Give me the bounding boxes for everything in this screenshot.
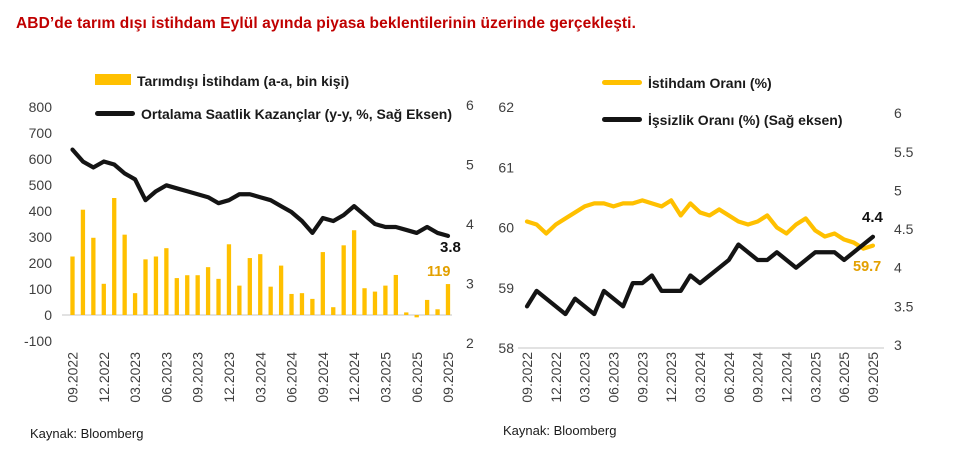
legend-label-unemployment-rate: İşsizlik Oranı (%) (Sağ eksen) xyxy=(648,112,843,128)
svg-text:4: 4 xyxy=(466,216,474,232)
svg-text:09.2024: 09.2024 xyxy=(750,352,766,403)
legend-label-nonfarm: Tarımdışı İstihdam (a-a, bin kişi) xyxy=(137,73,350,89)
svg-text:2: 2 xyxy=(466,335,474,351)
svg-text:100: 100 xyxy=(29,281,53,297)
svg-text:5.5: 5.5 xyxy=(894,144,914,160)
svg-text:6: 6 xyxy=(894,105,902,121)
svg-text:59: 59 xyxy=(498,280,514,296)
legend-item-employment-rate: İstihdam Oranı (%) xyxy=(602,73,858,93)
svg-text:6: 6 xyxy=(466,97,474,113)
svg-text:4: 4 xyxy=(894,260,902,276)
svg-text:03.2023: 03.2023 xyxy=(127,352,143,403)
svg-text:06.2023: 06.2023 xyxy=(158,352,174,403)
legend-label-earnings: Ortalama Saatlik Kazançlar (y-y, %, Sağ … xyxy=(141,106,452,122)
svg-text:12.2024: 12.2024 xyxy=(346,352,362,403)
svg-text:3: 3 xyxy=(894,337,902,353)
svg-text:400: 400 xyxy=(29,203,53,219)
legend-item-nonfarm: Tarımdışı İstihdam (a-a, bin kişi) xyxy=(95,71,471,91)
svg-text:12.2024: 12.2024 xyxy=(778,352,794,403)
svg-text:09.2025: 09.2025 xyxy=(865,352,881,403)
svg-text:12.2023: 12.2023 xyxy=(663,352,679,403)
svg-text:700: 700 xyxy=(29,125,53,141)
source-left: Kaynak: Bloomberg xyxy=(30,426,144,441)
data-label-nonfarm-last: 119 xyxy=(427,264,451,280)
svg-text:03.2025: 03.2025 xyxy=(807,352,823,403)
legend-label-employment-rate: İstihdam Oranı (%) xyxy=(648,75,772,91)
svg-text:09.2024: 09.2024 xyxy=(315,352,331,403)
svg-text:09.2025: 09.2025 xyxy=(440,352,456,403)
svg-text:06.2023: 06.2023 xyxy=(605,352,621,403)
svg-text:300: 300 xyxy=(29,229,53,245)
legend-item-unemployment-rate: İşsizlik Oranı (%) (Sağ eksen) xyxy=(602,110,858,130)
svg-text:4.5: 4.5 xyxy=(894,221,914,237)
svg-text:12.2022: 12.2022 xyxy=(548,352,564,403)
svg-text:09.2022: 09.2022 xyxy=(519,352,535,403)
svg-text:06.2024: 06.2024 xyxy=(284,352,300,403)
svg-text:3: 3 xyxy=(466,276,474,292)
line-swatch-icon xyxy=(602,117,642,122)
svg-text:12.2022: 12.2022 xyxy=(96,352,112,403)
page-title: ABD’de tarım dışı istihdam Eylül ayında … xyxy=(16,15,636,32)
svg-text:5: 5 xyxy=(894,182,902,198)
svg-text:-100: -100 xyxy=(24,333,52,349)
source-right: Kaynak: Bloomberg xyxy=(503,423,617,438)
svg-text:09.2023: 09.2023 xyxy=(190,352,206,403)
data-label-unemployment-last: 4.4 xyxy=(862,209,883,226)
svg-text:61: 61 xyxy=(498,159,514,175)
svg-text:62: 62 xyxy=(498,99,514,115)
legend-right-chart: İstihdam Oranı (%) İşsizlik Oranı (%) (S… xyxy=(602,73,858,130)
svg-text:0: 0 xyxy=(44,307,52,323)
svg-text:58: 58 xyxy=(498,340,514,356)
data-label-earnings-last: 3.8 xyxy=(440,239,461,256)
svg-text:03.2024: 03.2024 xyxy=(252,352,268,403)
svg-text:03.2024: 03.2024 xyxy=(692,352,708,403)
data-label-employment-last: 59.7 xyxy=(853,259,882,275)
svg-text:06.2024: 06.2024 xyxy=(721,352,737,403)
svg-text:60: 60 xyxy=(498,220,514,236)
svg-text:06.2025: 06.2025 xyxy=(409,352,425,403)
legend-left-chart: Tarımdışı İstihdam (a-a, bin kişi) Ortal… xyxy=(95,71,471,124)
svg-text:06.2025: 06.2025 xyxy=(836,352,852,403)
svg-text:3.5: 3.5 xyxy=(894,298,914,314)
svg-text:09.2022: 09.2022 xyxy=(65,352,81,403)
line-swatch-icon xyxy=(602,80,642,85)
svg-text:500: 500 xyxy=(29,177,53,193)
svg-text:09.2023: 09.2023 xyxy=(634,352,650,403)
svg-text:800: 800 xyxy=(29,99,53,115)
legend-item-earnings: Ortalama Saatlik Kazançlar (y-y, %, Sağ … xyxy=(95,104,471,124)
bar-swatch-icon xyxy=(95,74,131,85)
svg-text:600: 600 xyxy=(29,151,53,167)
svg-text:12.2023: 12.2023 xyxy=(221,352,237,403)
svg-text:03.2023: 03.2023 xyxy=(577,352,593,403)
svg-text:200: 200 xyxy=(29,255,53,271)
line-swatch-icon xyxy=(95,111,135,116)
svg-text:5: 5 xyxy=(466,157,474,173)
svg-text:03.2025: 03.2025 xyxy=(378,352,394,403)
